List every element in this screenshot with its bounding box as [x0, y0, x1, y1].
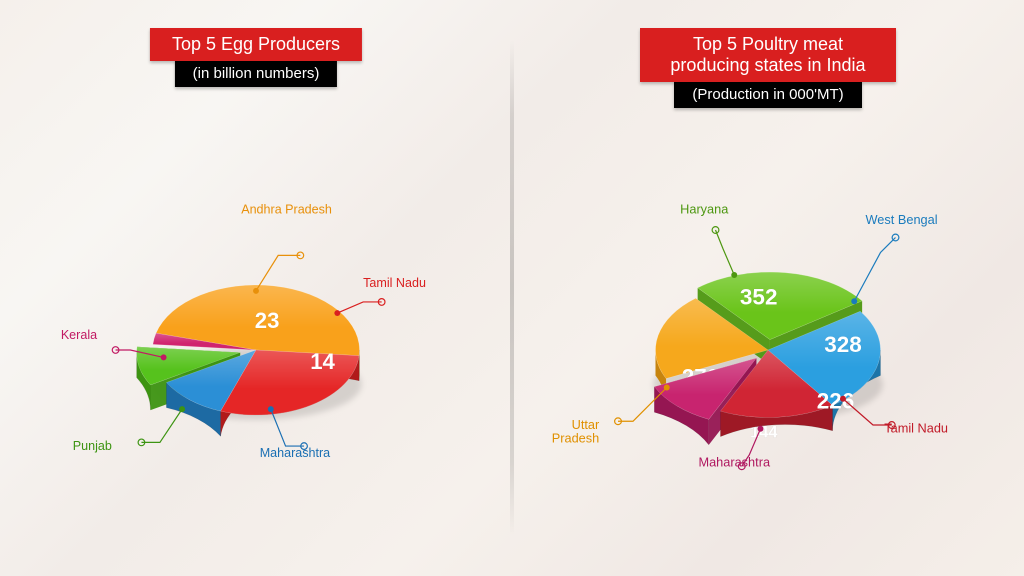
left-title-block: Top 5 Egg Producers (in billion numbers)	[150, 28, 362, 87]
slice-label: West Bengal	[866, 212, 938, 227]
slice-label: UttarPradesh	[552, 417, 600, 446]
right-title: Top 5 Poultry meat producing states in I…	[640, 28, 896, 82]
slice-label: Andhra Pradesh	[241, 202, 332, 216]
slice-label: Punjab	[73, 439, 112, 453]
poultry-pie-chart: 352270328144226HaryanaWest BengalTamil N…	[578, 200, 958, 500]
slice-value: 226	[817, 388, 855, 413]
slice-callout: Andhra Pradesh	[241, 202, 332, 294]
slice-callout: Tamil Nadu	[334, 276, 426, 316]
slice-callout: Haryana	[680, 202, 737, 279]
panel-divider	[510, 40, 514, 536]
left-subtitle: (in billion numbers)	[175, 60, 338, 87]
right-title-block: Top 5 Poultry meat producing states in I…	[640, 28, 896, 108]
slice-label: Haryana	[680, 202, 729, 217]
slice-label: Kerala	[61, 328, 97, 342]
slice-callout: Punjab	[73, 406, 185, 453]
slice-label: Maharashtra	[260, 446, 330, 460]
slice-label: Tamil Nadu	[363, 276, 426, 290]
slice-label: Maharashtra	[698, 454, 770, 469]
slice-value: 14	[310, 349, 335, 374]
slice-callout: West Bengal	[851, 212, 937, 304]
egg-producers-panel: Top 5 Egg Producers (in billion numbers)…	[0, 0, 512, 576]
egg-pie-chart: 2324514Andhra PradeshTamil NaduMaharasht…	[86, 200, 426, 500]
slice-value: 328	[824, 332, 862, 357]
slice-value: 23	[255, 308, 280, 333]
slice-callout: UttarPradesh	[552, 385, 670, 446]
poultry-meat-panel: Top 5 Poultry meat producing states in I…	[512, 0, 1024, 576]
slice-value: 352	[740, 284, 778, 309]
left-title: Top 5 Egg Producers	[150, 28, 362, 61]
right-subtitle: (Production in 000'MT)	[674, 81, 861, 108]
slice-label: Tamil Nadu	[884, 421, 948, 436]
